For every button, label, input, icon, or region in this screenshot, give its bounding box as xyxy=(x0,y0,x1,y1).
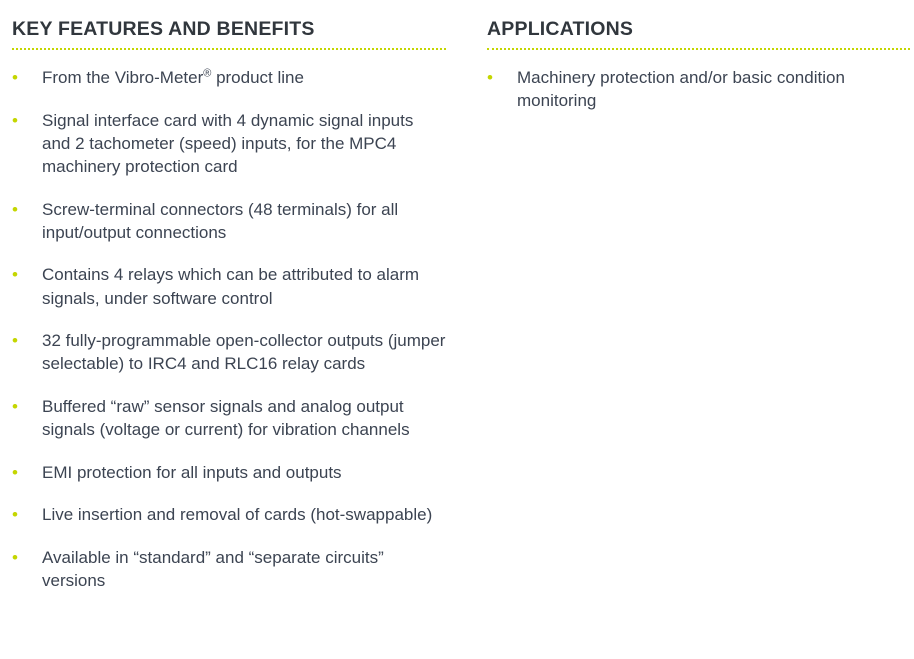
item-text: From the Vibro-Meter xyxy=(42,68,204,87)
item-text: Screw-terminal connectors (48 terminals)… xyxy=(42,199,399,242)
item-text: Machinery protection and/or basic condit… xyxy=(517,68,845,111)
bullet-icon: • xyxy=(12,331,18,351)
section-heading: APPLICATIONS xyxy=(487,18,634,40)
applications-list: • Machinery protection and/or basic condi… xyxy=(487,66,910,112)
item-text-cont: product line xyxy=(211,68,304,87)
dotted-divider xyxy=(487,48,910,50)
item-text: Buffered “raw” sensor signals and analog… xyxy=(42,396,410,440)
applications-section: APPLICATIONS • Machinery protection and/o… xyxy=(487,14,910,132)
features-list: • From the Vibro-Meter® product line • Sign… xyxy=(12,66,446,592)
item-text: Contains 4 relays which can be attribute… xyxy=(42,265,420,308)
bullet-icon: • xyxy=(12,110,18,130)
list-item: • Buffered “raw” sensor signals and analo… xyxy=(12,395,446,441)
section-heading: KEY FEATURES AND BENEFITS xyxy=(12,18,315,40)
bullet-icon: • xyxy=(487,68,493,87)
bullet-icon: • xyxy=(12,462,18,482)
list-item: • Machinery protection and/or basic condi… xyxy=(487,66,910,112)
item-text: Signal interface card with 4 dynamic sig… xyxy=(42,110,414,176)
list-item: • 32 fully-programmable open-collector ou… xyxy=(12,329,446,375)
item-text: Available in “standard” and “separate ci… xyxy=(42,547,384,591)
bullet-icon: • xyxy=(12,265,18,285)
list-item: • Available in “standard” and “separate c… xyxy=(12,546,446,592)
list-item: • Screw-terminal connectors (48 terminals… xyxy=(12,198,446,244)
list-item: • EMI protection for all inputs and outpu… xyxy=(12,461,446,484)
bullet-icon: • xyxy=(12,68,18,87)
bullet-icon: • xyxy=(12,547,18,567)
item-text: Live insertion and removal of cards (hot… xyxy=(42,505,433,525)
list-item: • Signal interface card with 4 dynamic si… xyxy=(12,109,446,179)
registered-mark: ® xyxy=(203,67,212,80)
item-text: EMI protection for all inputs and output… xyxy=(42,462,342,482)
list-item: • From the Vibro-Meter® product line xyxy=(12,66,446,89)
bullet-icon: • xyxy=(12,396,18,416)
list-item: • Live insertion and removal of cards (ho… xyxy=(12,503,446,526)
item-text: 32 fully-programmable open-collector out… xyxy=(42,331,446,374)
features-section: KEY FEATURES AND BENEFITS • From the Vibr… xyxy=(12,14,446,612)
dotted-divider xyxy=(12,48,446,50)
bullet-icon: • xyxy=(12,199,18,219)
bullet-icon: • xyxy=(12,505,18,525)
list-item: • Contains 4 relays which can be attribut… xyxy=(12,263,446,309)
